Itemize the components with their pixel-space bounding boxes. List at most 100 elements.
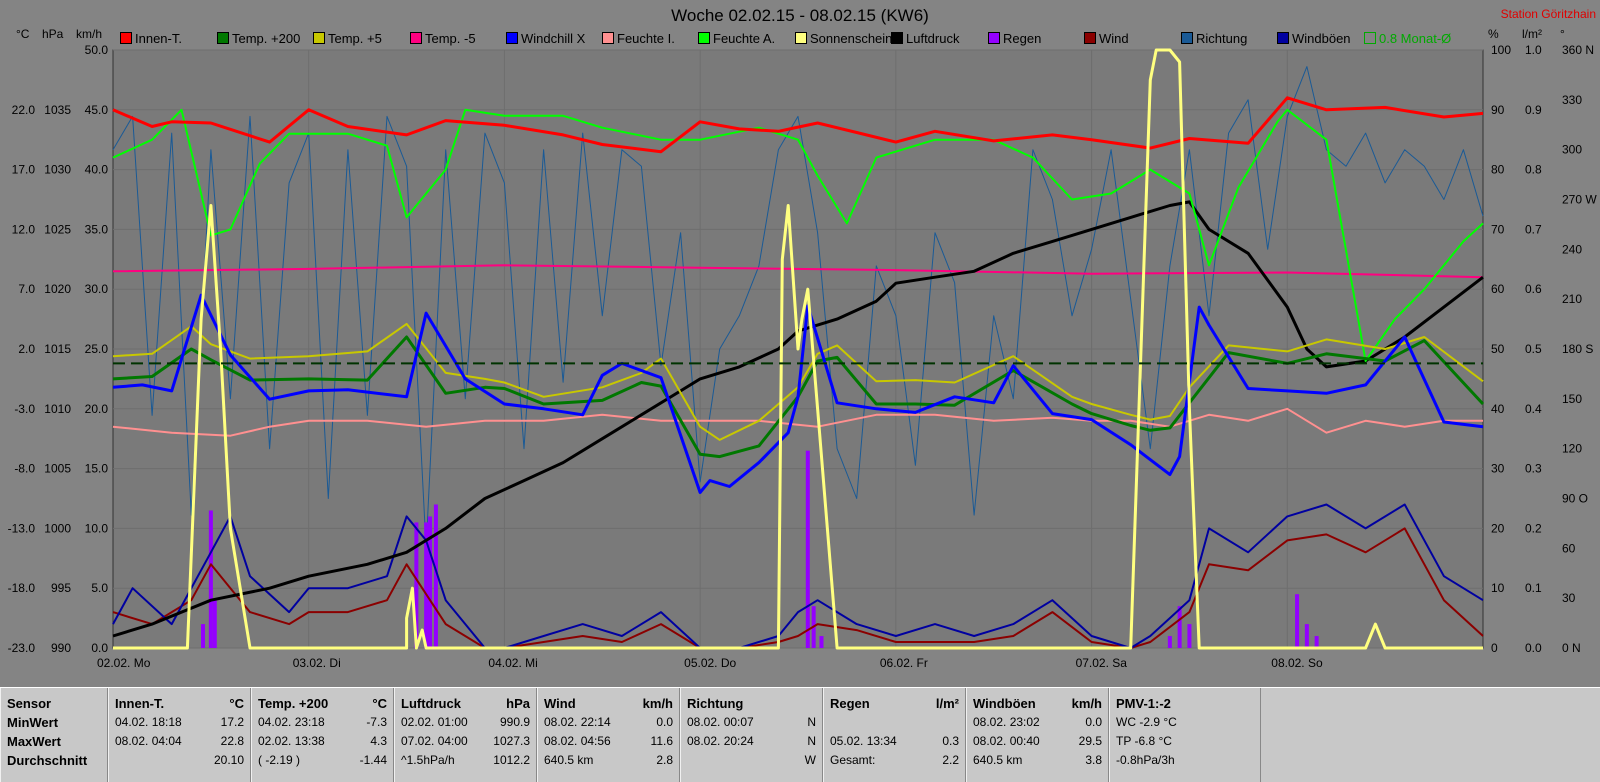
legend-item: Temp. +5 (313, 31, 382, 46)
stats-label-min: MinWert (7, 715, 59, 730)
tick-label-speed: 45.0 (85, 103, 109, 117)
tick-label-temp: -3.0 (14, 402, 35, 416)
legend-swatch (506, 32, 518, 44)
stats-column-unit: hPa (506, 696, 530, 711)
tick-label-direction: 240 (1562, 242, 1582, 256)
tick-label-humidity: 100 (1491, 43, 1511, 57)
rain-bar (805, 450, 810, 648)
stats-cell-value: 0.0 (1085, 715, 1102, 729)
legend-item: Innen-T. (120, 31, 182, 46)
unit-right-1: % (1488, 27, 1499, 41)
series-line-windchill-x (112, 293, 1484, 494)
stats-cell-value: N (807, 715, 816, 729)
tick-label-speed: 40.0 (85, 163, 109, 177)
tick-label-direction: 210 (1562, 292, 1582, 306)
stats-column-name: Luftdruck (401, 696, 461, 711)
legend-label: Richtung (1196, 31, 1248, 46)
tick-label-temp: 7.0 (18, 282, 35, 296)
stats-row: 05.02. 13:34 0.3 (830, 734, 959, 753)
stats-cell-info: 640.5 km (973, 753, 1023, 767)
legend-swatch (602, 32, 614, 44)
tick-label-speed: 35.0 (85, 222, 109, 236)
tick-label-rain: 1.0 (1525, 43, 1542, 57)
tick-label-speed: 30.0 (85, 282, 109, 296)
tick-label-pressure: 1025 (44, 222, 71, 236)
stats-row: 08.02. 00:40 29.5 (973, 734, 1102, 753)
tick-label-direction: 300 (1562, 143, 1582, 157)
tick-label-humidity: 90 (1491, 103, 1505, 117)
stats-column-name: Regen (830, 696, 870, 711)
stats-column: PMV-1:-2 WC -2.9 °C TP -6.8 °C -0.8hPa/3h (1109, 688, 1261, 782)
tick-label-pressure: 995 (51, 581, 71, 595)
legend-label: Wind (1099, 31, 1129, 46)
stats-cell-value: -7.3 (366, 715, 387, 729)
tick-label-pressure: 1010 (44, 402, 71, 416)
stats-row: 640.5 km 2.8 (544, 753, 673, 772)
legend-swatch (698, 32, 710, 44)
legend-swatch (891, 32, 903, 44)
stats-cell-info: WC -2.9 °C (1116, 715, 1177, 729)
legend-swatch (1084, 32, 1096, 44)
legend-label: Innen-T. (135, 31, 182, 46)
x-tick-label: 04.02. Mi (488, 656, 537, 670)
series-line-feuchte-a- (112, 108, 1484, 362)
legend-swatch (988, 32, 1000, 44)
legend-item: Wind (1084, 31, 1129, 46)
x-tick-label: 03.02. Di (293, 656, 341, 670)
stats-cell-value: -1.44 (359, 753, 387, 767)
legend-label: Regen (1003, 31, 1042, 46)
tick-label-humidity: 40 (1491, 402, 1505, 416)
stats-column: Temp. +200 °C 04.02. 23:18 -7.3 02.02. 13:38… (251, 688, 394, 782)
x-tick-label: 07.02. Sa (1076, 656, 1128, 670)
stats-row: 07.02. 04:00 1027.3 (401, 734, 530, 753)
tick-label-direction: 90 O (1562, 492, 1588, 506)
rain-bar (433, 504, 438, 648)
rain-bar (414, 522, 419, 648)
stats-cell-info: 04.02. 18:18 (115, 715, 182, 729)
legend-swatch (1277, 32, 1289, 44)
tick-label-rain: 0.7 (1525, 222, 1542, 236)
tick-label-pressure: 1020 (44, 282, 71, 296)
stats-cell-value: 11.6 (650, 734, 673, 748)
stats-row: 08.02. 22:14 0.0 (544, 715, 673, 734)
stats-cell-value: 2.2 (942, 753, 959, 767)
tick-label-pressure: 1015 (44, 342, 71, 356)
legend-item: Feuchte A. (698, 31, 775, 46)
legend-label: Temp. +200 (232, 31, 301, 46)
stats-column: Windböen km/h 08.02. 23:02 0.0 08.02. 00:40 2… (966, 688, 1109, 782)
legend-label: Feuchte A. (713, 31, 776, 46)
statistics-table: Sensor MinWert MaxWert Durchschnitt Inne… (0, 687, 1600, 782)
series-line-richtung (112, 66, 1484, 549)
rain-bar (1295, 594, 1300, 648)
tick-label-direction: 330 (1562, 93, 1582, 107)
series-line-sonnenschein (113, 48, 1483, 650)
stats-cell-info: 08.02. 20:24 (687, 734, 754, 748)
stats-column-name: Windböen (973, 696, 1036, 711)
rain-bar (1187, 624, 1192, 648)
tick-label-rain: 0.2 (1525, 521, 1542, 535)
tick-label-rain: 0.3 (1525, 462, 1542, 476)
legend-swatch (217, 32, 229, 44)
stats-cell-info: ( -2.19 ) (258, 753, 301, 767)
stats-row: WC -2.9 °C (1116, 715, 1254, 734)
tick-label-humidity: 10 (1491, 581, 1505, 595)
stats-cell-info: 07.02. 04:00 (401, 734, 468, 748)
tick-label-temp: -23.0 (8, 641, 36, 655)
stats-cell-info: 08.02. 22:14 (544, 715, 611, 729)
stats-cell-info: 08.02. 00:07 (687, 715, 754, 729)
legend-label: 0.8 Monat-Ø (1379, 31, 1452, 46)
tick-label-pressure: 990 (51, 641, 71, 655)
stats-cell-info: Gesamt: (830, 753, 876, 767)
stats-cell-value: 1027.3 (493, 734, 530, 748)
legend-item: Feuchte I. (602, 31, 675, 46)
tick-label-speed: 0.0 (91, 641, 108, 655)
tick-label-humidity: 30 (1491, 462, 1505, 476)
rain-bar (1314, 636, 1319, 648)
tick-label-temp: -8.0 (14, 462, 35, 476)
stats-row: 04.02. 18:18 17.2 (115, 715, 244, 734)
rain-bar (424, 522, 429, 648)
stats-row: ( -2.19 ) -1.44 (258, 753, 387, 772)
stats-cell-value: 3.8 (1085, 753, 1102, 767)
series-line-feuchte-i- (112, 407, 1483, 437)
legend-label: Sonnenschein (810, 31, 893, 46)
